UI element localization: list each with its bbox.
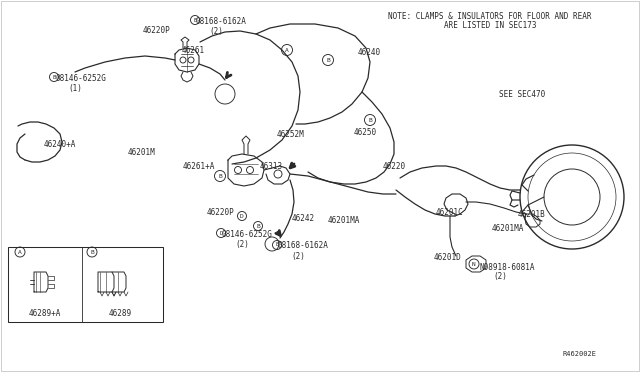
Text: D: D [240,214,244,218]
Text: 46240: 46240 [358,48,381,57]
Text: B: B [256,224,260,228]
Text: (2): (2) [291,251,305,260]
Text: 08146-6252G: 08146-6252G [222,230,273,238]
Text: R462002E: R462002E [563,351,597,357]
Text: 46242: 46242 [292,214,315,222]
Text: 46289: 46289 [108,310,132,318]
Text: 08146-6252G: 08146-6252G [55,74,106,83]
Text: 46201D: 46201D [434,253,461,263]
Text: D: D [220,231,223,235]
Text: B: B [368,118,372,122]
Text: A: A [18,250,22,254]
Text: 46240+A: 46240+A [44,140,76,148]
Text: 46201C: 46201C [436,208,464,217]
Text: (2): (2) [235,240,249,248]
Text: 46313: 46313 [260,161,283,170]
Text: 46220P: 46220P [143,26,171,35]
Text: 46201B: 46201B [518,209,546,218]
Text: (2): (2) [209,26,223,35]
Text: 46220: 46220 [383,161,406,170]
Text: (2): (2) [493,273,507,282]
Text: 46220P: 46220P [207,208,235,217]
Text: (1): (1) [68,83,82,93]
Text: 46261+A: 46261+A [183,161,216,170]
Text: N: N [472,262,476,266]
Text: A: A [285,48,289,52]
Text: 46261: 46261 [182,45,205,55]
Text: B: B [193,17,196,22]
Text: 46201MA: 46201MA [492,224,524,232]
Text: B: B [275,243,278,247]
Text: 46201M: 46201M [128,148,156,157]
Text: ARE LISTED IN SEC173: ARE LISTED IN SEC173 [444,20,536,29]
Text: 46289+A: 46289+A [29,310,61,318]
Text: 46250: 46250 [354,128,377,137]
Text: B: B [326,58,330,62]
Text: 46201MA: 46201MA [328,215,360,224]
Text: B: B [90,250,94,254]
Text: NOTE: CLAMPS & INSULATORS FOR FLOOR AND REAR: NOTE: CLAMPS & INSULATORS FOR FLOOR AND … [388,12,592,20]
Bar [8,247,163,322]
Text: N08918-6081A: N08918-6081A [480,263,536,272]
Text: 08168-6162A: 08168-6162A [278,241,329,250]
Text: B: B [218,173,222,179]
Text: SEE SEC470: SEE SEC470 [499,90,545,99]
Text: B: B [52,74,56,80]
Text: 08168-6162A: 08168-6162A [196,16,247,26]
Text: 46252M: 46252M [277,129,305,138]
